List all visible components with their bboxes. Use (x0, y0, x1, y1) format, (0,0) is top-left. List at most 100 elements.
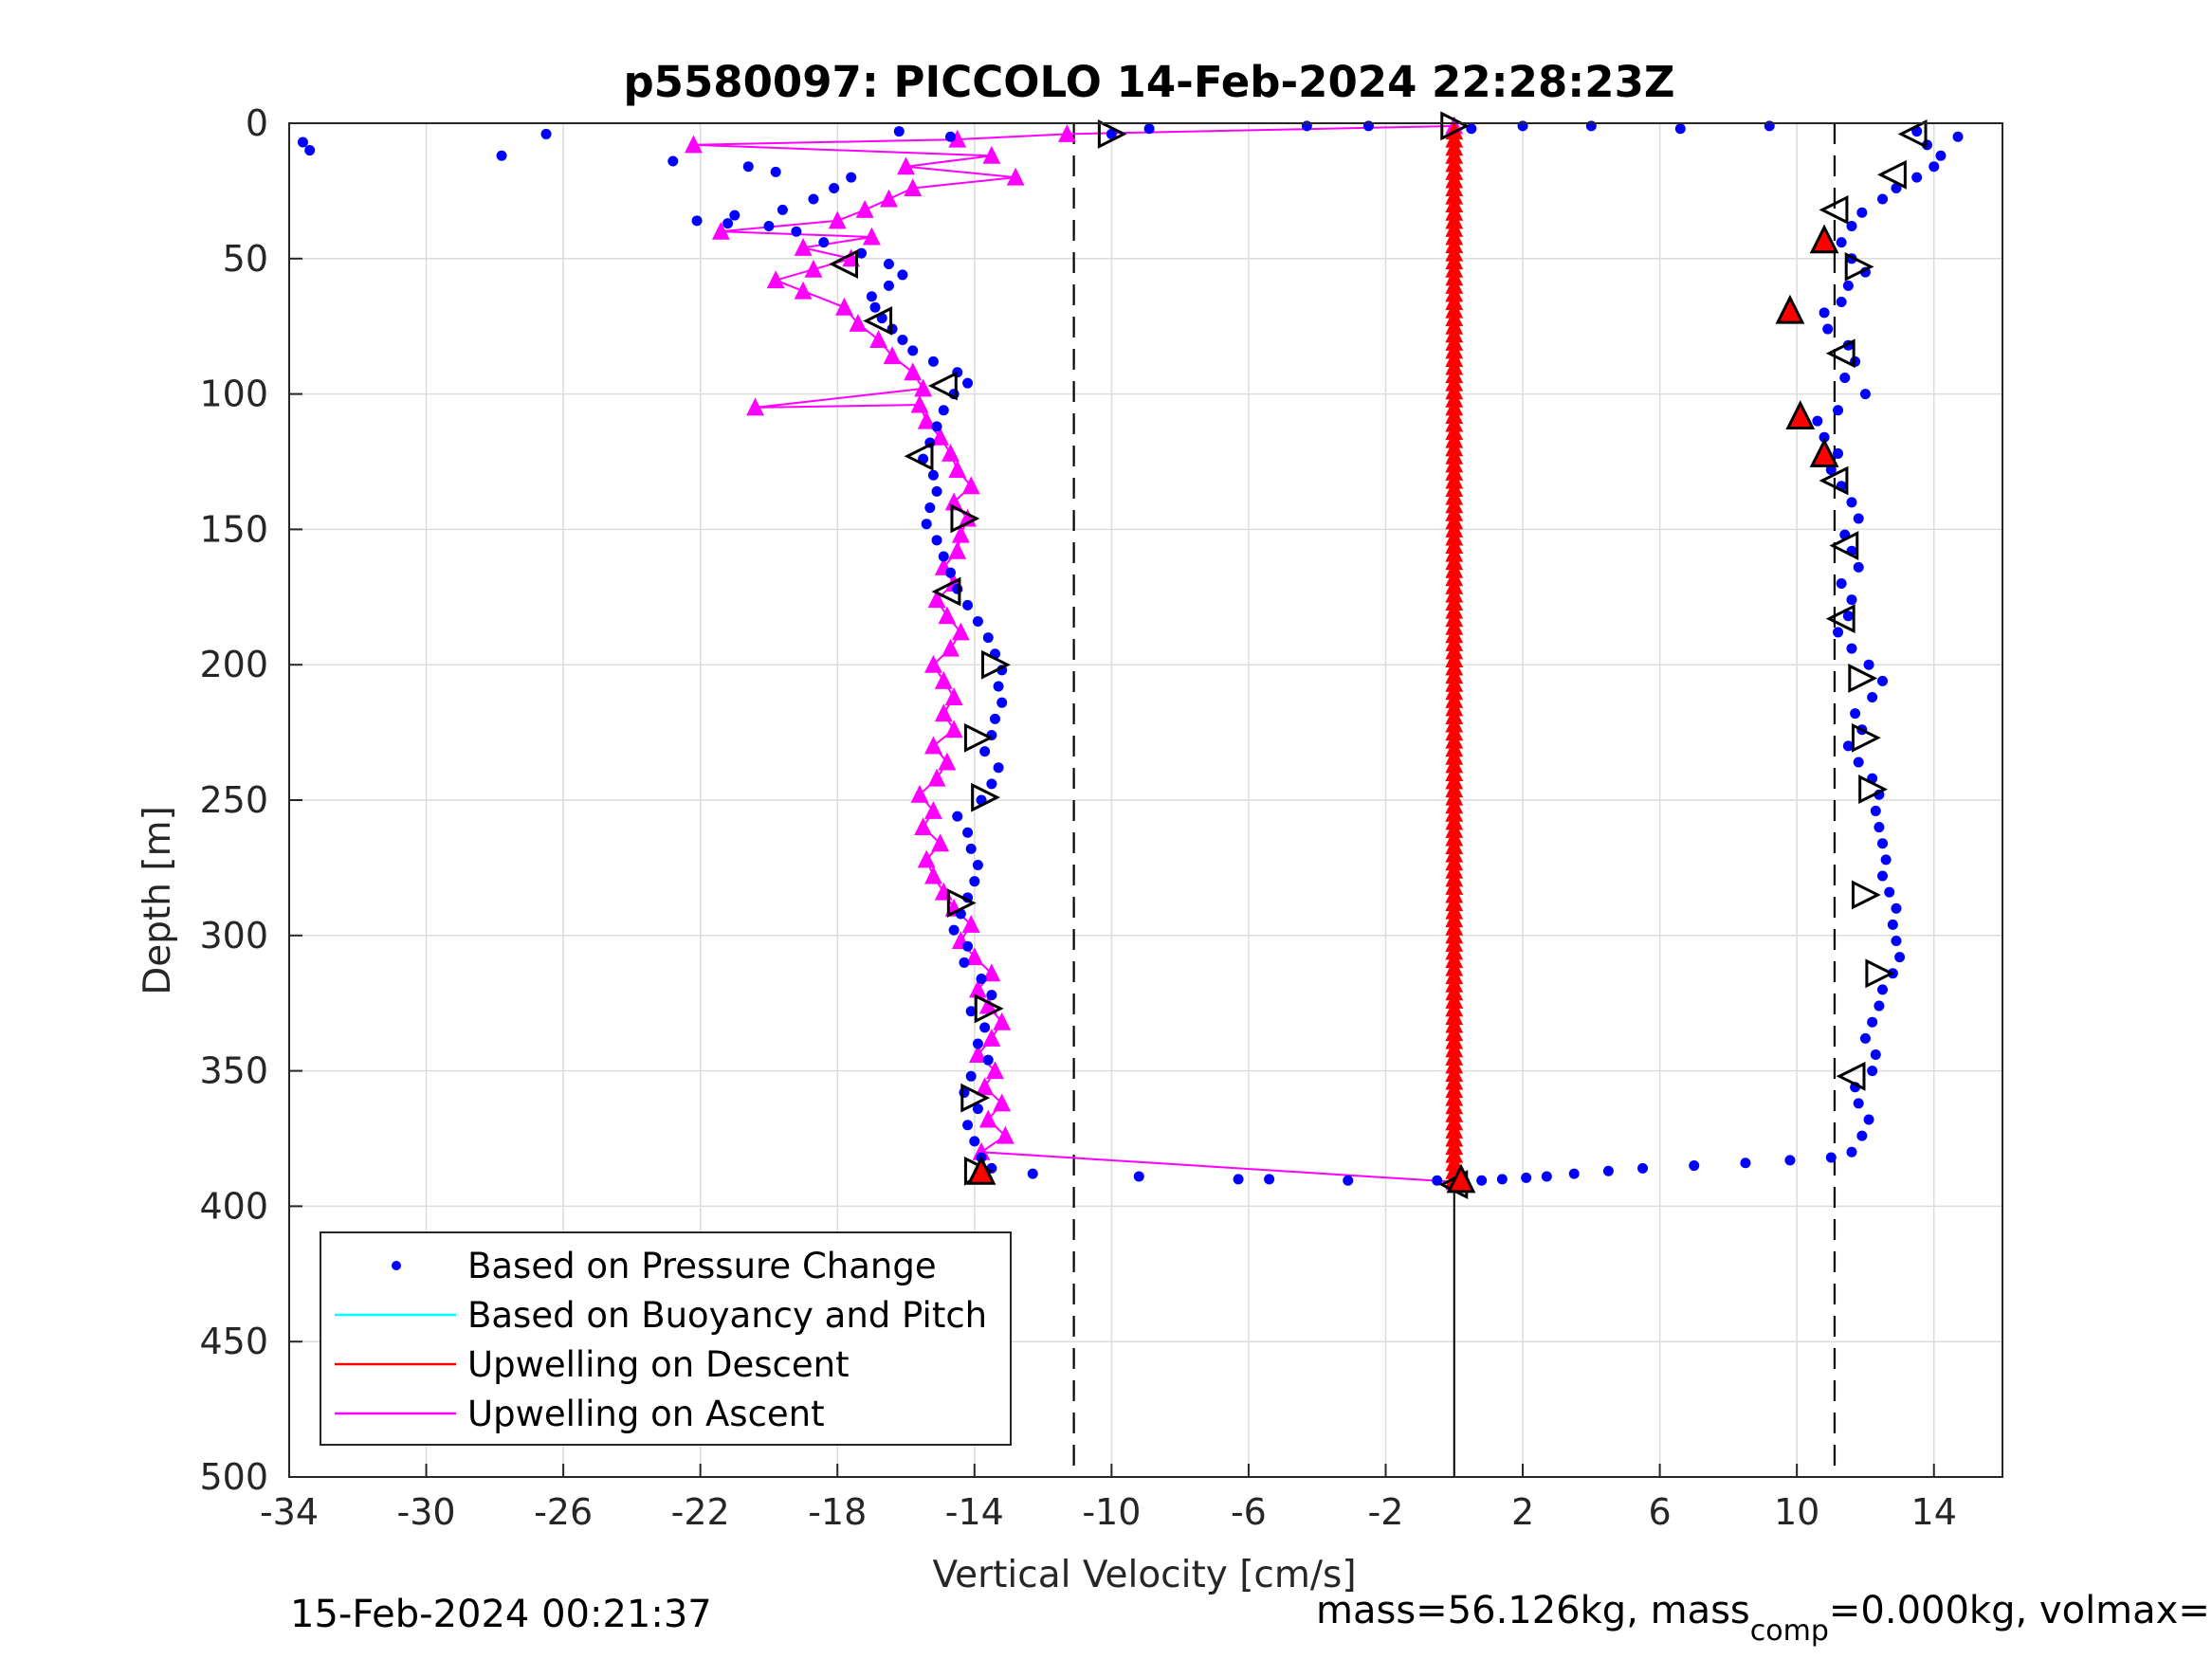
pressure-change-point (791, 226, 802, 237)
pressure-change-point (931, 421, 942, 432)
pressure-change-point (1891, 183, 1902, 194)
ascent-upwelling-point (978, 1109, 997, 1128)
x-tick-label: -2 (1368, 1491, 1404, 1533)
pressure-change-point (965, 843, 977, 854)
ascent-upwelling-point (804, 259, 823, 278)
pressure-change-point (927, 469, 939, 481)
pressure-change-point (1674, 123, 1686, 135)
pressure-change-point (1784, 1155, 1796, 1166)
pressure-change-point (959, 957, 970, 968)
y-tick-label: 100 (199, 374, 268, 415)
pressure-change-point (1846, 497, 1857, 508)
ascent-upwelling-point (982, 1028, 1001, 1047)
ascent-upwelling-point (982, 145, 1001, 164)
pressure-change-point (1891, 936, 1902, 947)
ascent-upwelling-point (924, 866, 942, 884)
y-tick-label: 200 (199, 644, 268, 685)
ascent-upwelling-point (934, 882, 953, 901)
pressure-change-point (1027, 1168, 1038, 1179)
pressure-change-point (1877, 675, 1889, 686)
pressure-change-point (846, 172, 857, 183)
pressure-change-point (1846, 643, 1857, 654)
pressure-change-point (945, 567, 957, 578)
ascent-marker (904, 441, 934, 471)
x-tick-label: -26 (534, 1491, 593, 1533)
pressure-change-point (883, 280, 894, 291)
pressure-change-point (1143, 123, 1155, 135)
footer-mass-main: mass=56.126kg, mass (1316, 1589, 1750, 1632)
pressure-change-point (972, 1038, 983, 1049)
pressure-change-point (996, 697, 1008, 708)
descent-marker (1819, 465, 1849, 496)
pressure-change-point (1867, 691, 1878, 702)
ascent-upwelling-point (996, 1125, 1015, 1144)
pressure-change-point (1833, 405, 1844, 416)
descent-marker-filled (1775, 294, 1805, 324)
descent-marker (1848, 664, 1878, 693)
pressure-change-point (1853, 1098, 1864, 1109)
ascent-upwelling-point (914, 817, 933, 836)
pressure-change-point (1689, 1160, 1700, 1172)
pressure-change-point (893, 126, 905, 137)
pressure-change-point (1839, 372, 1851, 383)
ascent-upwelling-point (927, 590, 946, 609)
x-tick-label: -10 (1082, 1491, 1141, 1533)
pressure-change-point (962, 599, 974, 611)
pressure-change-point (1846, 221, 1857, 232)
descent-marker (1825, 604, 1856, 634)
ascent-upwelling-point (746, 397, 764, 416)
ascent-marker (927, 371, 958, 401)
pressure-change-point (897, 334, 908, 345)
pressure-change-point (921, 519, 932, 530)
ascent-upwelling-point (927, 768, 946, 787)
pressure-change-point (907, 345, 919, 356)
x-tick-label: -30 (397, 1491, 456, 1533)
pressure-change-point (1343, 1175, 1354, 1186)
pressure-change-point (869, 301, 881, 313)
ascent-marker (950, 503, 980, 534)
ascent-marker (963, 722, 994, 753)
ascent-upwelling-point (904, 362, 923, 381)
ascent-marker (980, 649, 1011, 680)
ascent-upwelling-point (938, 606, 957, 625)
pressure-change-point (722, 218, 734, 229)
ascent-upwelling-point (711, 221, 730, 240)
pressure-change-point (1929, 161, 1940, 173)
pressure-change-point (1935, 150, 1947, 161)
pressure-change-point (883, 259, 894, 270)
y-tick-label: 150 (199, 508, 268, 550)
pressure-change-point (1106, 128, 1117, 139)
descent-marker-filled (1809, 224, 1839, 254)
pressure-change-point (1867, 1016, 1878, 1028)
pressure-change-point (979, 1022, 991, 1033)
ascent-upwelling-point (931, 427, 950, 446)
descent-marker-filled (1809, 438, 1839, 467)
pressure-change-point (729, 210, 740, 221)
pressure-change-point (818, 237, 830, 248)
descent-marker (1858, 775, 1889, 805)
pressure-change-point (931, 485, 942, 497)
pressure-change-point (1133, 1171, 1144, 1182)
pressure-change-point (1568, 1168, 1580, 1179)
pressure-change-point (1884, 886, 1895, 898)
pressure-change-point (969, 876, 980, 887)
x-tick-label: -18 (808, 1491, 867, 1533)
pressure-change-point (1819, 431, 1830, 443)
ascent-marker (974, 994, 1004, 1024)
pressure-change-point (948, 924, 960, 936)
x-tick-label: -14 (945, 1491, 1004, 1533)
pressure-change-point (962, 827, 974, 838)
ascent-upwelling-point (855, 200, 874, 218)
descent-marker (1836, 1061, 1866, 1091)
descent-marker (1865, 958, 1895, 989)
ascent-upwelling-point (849, 313, 868, 332)
descent-marker (1829, 531, 1859, 560)
pressure-change-point (1867, 1066, 1878, 1077)
pressure-change-point (1819, 307, 1830, 319)
plot-area: -34 -30 -26 -22 -18 -14 -10 -6 -2 2 6 10 14050100150… (199, 102, 2003, 1533)
ascent-upwelling-point (978, 995, 997, 1014)
pressure-change-point (1952, 131, 1964, 142)
pressure-change-point (540, 128, 552, 139)
ascent-upwelling-point (944, 720, 963, 738)
pressure-change-point (1863, 1114, 1874, 1125)
